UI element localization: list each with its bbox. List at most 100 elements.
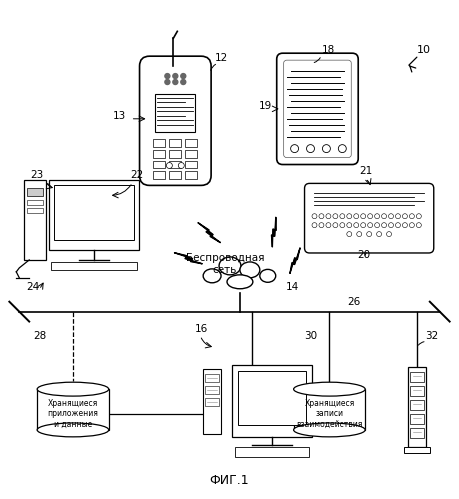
Circle shape	[386, 232, 392, 237]
Bar	[410, 414, 424, 424]
Polygon shape	[198, 223, 221, 243]
Circle shape	[357, 232, 362, 237]
Bar	[169, 161, 181, 169]
Text: 18: 18	[321, 45, 335, 55]
Circle shape	[165, 73, 170, 78]
Text: Хранящиеся
записи
взаимодействия: Хранящиеся записи взаимодействия	[296, 399, 363, 429]
Circle shape	[361, 214, 366, 219]
Text: Беспроводная
сеть: Беспроводная сеть	[186, 253, 264, 275]
Circle shape	[312, 214, 317, 219]
Bar	[185, 150, 197, 158]
Polygon shape	[271, 217, 276, 247]
Circle shape	[354, 214, 359, 219]
Bar	[153, 139, 165, 147]
FancyBboxPatch shape	[277, 53, 358, 165]
Bar	[54, 186, 134, 240]
Circle shape	[307, 145, 314, 153]
Circle shape	[347, 232, 352, 237]
Bar	[203, 369, 221, 434]
Text: 28: 28	[33, 331, 46, 341]
Text: 26: 26	[347, 297, 360, 307]
Bar	[49, 181, 139, 250]
Ellipse shape	[294, 423, 365, 437]
Bar	[156, 94, 195, 132]
Circle shape	[416, 223, 421, 228]
Bar	[404, 447, 430, 453]
Polygon shape	[290, 248, 300, 273]
Circle shape	[367, 232, 372, 237]
Text: 12: 12	[215, 53, 228, 63]
Circle shape	[403, 223, 408, 228]
Bar	[232, 365, 312, 437]
Bar	[205, 398, 219, 406]
Ellipse shape	[203, 269, 221, 283]
Text: ФИГ.1: ФИГ.1	[209, 474, 249, 487]
Ellipse shape	[37, 382, 109, 396]
Bar	[27, 188, 43, 196]
Circle shape	[291, 145, 298, 153]
Circle shape	[165, 79, 170, 84]
Circle shape	[326, 214, 331, 219]
Circle shape	[361, 223, 366, 228]
Bar	[37, 389, 109, 430]
Bar	[205, 386, 219, 394]
Circle shape	[333, 214, 338, 219]
Bar	[153, 150, 165, 158]
Circle shape	[173, 73, 178, 78]
Circle shape	[409, 214, 414, 219]
Bar	[185, 161, 197, 169]
Circle shape	[409, 223, 414, 228]
Bar	[185, 172, 197, 180]
Circle shape	[333, 223, 338, 228]
FancyBboxPatch shape	[140, 56, 211, 186]
Ellipse shape	[219, 257, 241, 275]
Bar	[24, 181, 46, 260]
Bar	[294, 389, 365, 430]
Bar	[410, 428, 424, 438]
Text: 14: 14	[285, 282, 299, 292]
Bar	[410, 386, 424, 396]
Bar	[51, 262, 137, 270]
Circle shape	[166, 163, 172, 169]
Text: Хранящиеся
приложения
и данные: Хранящиеся приложения и данные	[48, 399, 98, 429]
Circle shape	[181, 79, 186, 84]
Ellipse shape	[240, 262, 260, 278]
FancyBboxPatch shape	[284, 60, 351, 158]
Circle shape	[381, 214, 386, 219]
Text: 10: 10	[417, 45, 431, 55]
Bar	[169, 172, 181, 180]
Bar	[410, 400, 424, 410]
Circle shape	[354, 223, 359, 228]
Circle shape	[340, 223, 345, 228]
Text: 24: 24	[27, 282, 40, 292]
Circle shape	[326, 223, 331, 228]
Bar	[205, 374, 219, 382]
Circle shape	[181, 73, 186, 78]
Text: 22: 22	[131, 171, 144, 181]
Text: 32: 32	[425, 331, 438, 341]
Bar	[408, 367, 426, 447]
Circle shape	[338, 145, 346, 153]
Circle shape	[376, 232, 381, 237]
Bar	[169, 139, 181, 147]
Circle shape	[340, 214, 345, 219]
Bar	[27, 208, 43, 213]
Bar	[27, 200, 43, 205]
Text: 13: 13	[112, 111, 126, 121]
Circle shape	[396, 223, 400, 228]
Bar	[235, 447, 308, 457]
Circle shape	[368, 214, 373, 219]
Circle shape	[375, 214, 380, 219]
Text: 23: 23	[30, 171, 43, 181]
Circle shape	[178, 163, 184, 169]
Bar	[185, 139, 197, 147]
Circle shape	[319, 223, 324, 228]
Ellipse shape	[37, 423, 109, 437]
Bar	[153, 161, 165, 169]
Text: 21: 21	[359, 167, 372, 177]
Circle shape	[381, 223, 386, 228]
Polygon shape	[174, 252, 202, 264]
Circle shape	[388, 223, 393, 228]
Bar	[238, 371, 306, 425]
Ellipse shape	[294, 382, 365, 396]
